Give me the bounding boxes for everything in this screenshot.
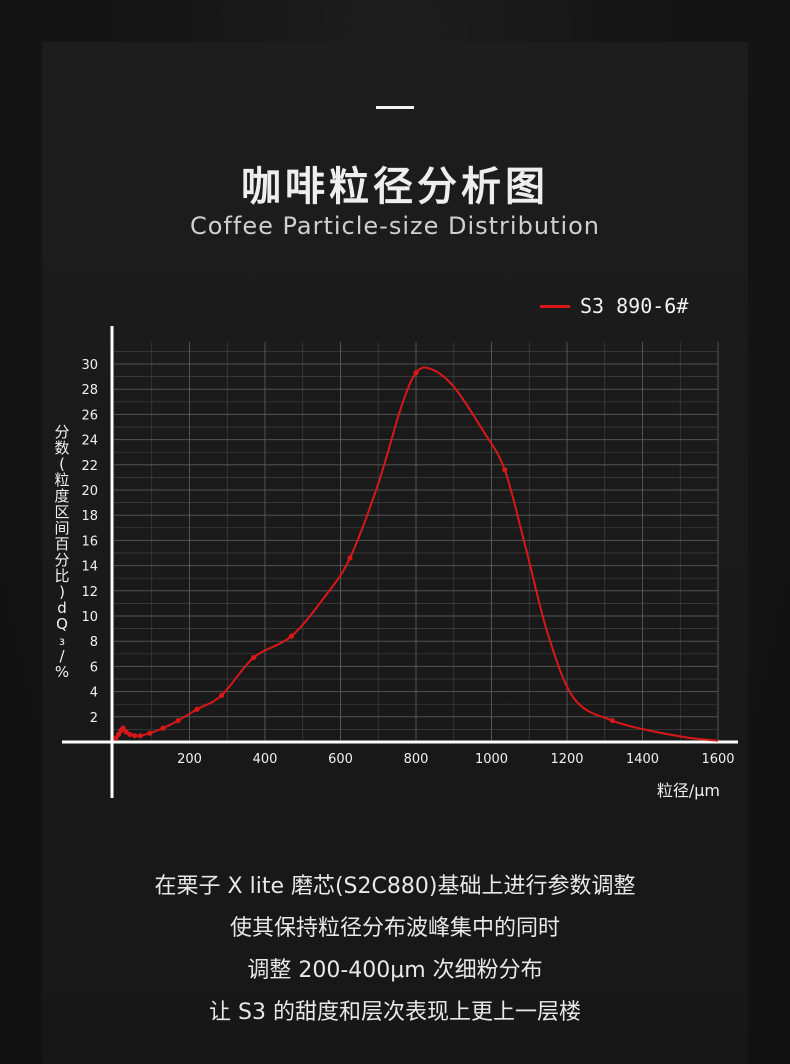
data-point: [218, 692, 225, 698]
y-tick-label: 24: [81, 434, 98, 449]
legend-label: S3 890-6#: [580, 294, 689, 318]
data-point: [147, 730, 153, 736]
data-point: [609, 717, 615, 724]
y-tick-label: 18: [81, 509, 98, 524]
y-tick-label: 16: [81, 534, 98, 549]
x-tick-label: 600: [328, 752, 353, 767]
data-point: [347, 555, 353, 561]
data-point: [502, 467, 508, 473]
data-point: [132, 733, 138, 739]
y-tick-label: 4: [90, 686, 98, 701]
data-point: [288, 633, 295, 639]
description-line-4: 让 S3 的甜度和层次表现上更上一层楼: [209, 1000, 581, 1025]
data-point: [160, 725, 166, 731]
data-point: [251, 654, 257, 661]
page-subtitle: Coffee Particle-size Distribution: [189, 212, 600, 240]
description-block: 在栗子 X lite 磨芯(S2C880)基础上进行参数调整 使其保持粒径分布波…: [0, 866, 790, 1034]
grid-layer: [114, 342, 719, 742]
legend-swatch: [540, 304, 570, 308]
description-line-1: 在栗子 X lite 磨芯(S2C880)基础上进行参数调整: [154, 874, 636, 899]
data-point: [175, 717, 181, 724]
chart-legend: S3 890-6#: [540, 294, 688, 318]
x-tick-label: 200: [177, 752, 202, 767]
y-tick-label: 26: [81, 408, 98, 423]
axis-layer: [62, 326, 738, 798]
data-point: [127, 731, 133, 738]
x-tick-label: 1200: [550, 752, 583, 767]
x-tick-label: 400: [253, 752, 278, 767]
description-line-3: 调整 200-400μm 次细粉分布: [247, 958, 543, 983]
y-tick-label: 6: [90, 660, 98, 675]
data-point: [413, 370, 419, 376]
data-point: [120, 725, 126, 731]
series-layer: [113, 366, 719, 742]
y-tick-label: 30: [81, 358, 98, 373]
y-tick-label: 20: [81, 484, 98, 499]
x-tick-label: 1600: [701, 752, 734, 767]
x-tick-label: 1400: [626, 752, 659, 767]
page-title: 咖啡粒径分析图: [241, 164, 549, 210]
data-point: [123, 729, 129, 735]
data-point: [194, 706, 200, 712]
y-tick-label: 12: [81, 585, 98, 600]
y-tick-label: 2: [90, 711, 98, 726]
title-accent-dash: [376, 106, 414, 109]
x-tick-label: 800: [404, 752, 429, 767]
y-tick-label: 10: [81, 610, 98, 625]
y-tick-label: 8: [90, 635, 98, 650]
x-tick-label: 1000: [475, 752, 508, 767]
description-line-2: 使其保持粒径分布波峰集中的同时: [229, 916, 560, 941]
x-axis-label: 粒径/μm: [657, 781, 720, 800]
y-tick-label: 28: [81, 383, 98, 398]
data-point: [115, 731, 122, 738]
data-point: [113, 735, 119, 741]
y-tick-label: 14: [81, 560, 98, 575]
y-tick-label: 22: [81, 459, 98, 474]
series-line: [115, 366, 719, 742]
data-point: [137, 733, 144, 739]
y-axis-label: 分数(粒度区间百分比) d Q ₃ /%: [54, 423, 70, 681]
